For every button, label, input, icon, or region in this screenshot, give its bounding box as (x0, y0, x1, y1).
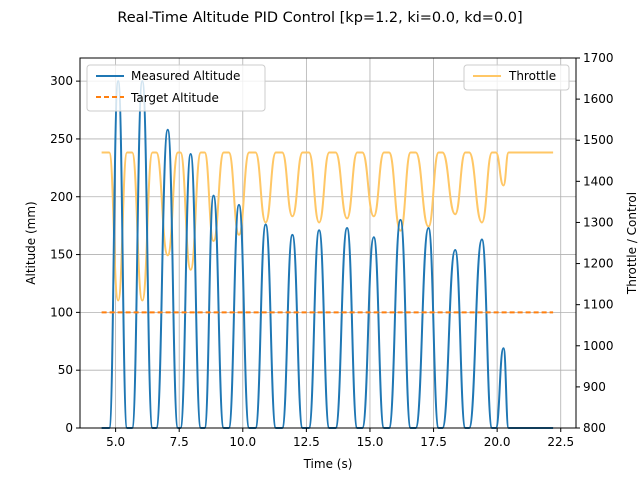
y-tick-label: 200 (50, 190, 73, 204)
series-throttle (101, 151, 554, 302)
y-tick-label: 250 (50, 132, 73, 146)
legend-left-box (86, 64, 266, 112)
y-tick-label: 0 (65, 421, 73, 435)
x-tick-label: 7.5 (170, 435, 189, 449)
y-axis-left: 0 50 100 150 200 250 300 (50, 74, 80, 435)
legend-target-label: Target Altitude (130, 91, 219, 105)
legend-measured-label: Measured Altitude (131, 69, 240, 83)
x-tick-label: 10.0 (229, 435, 256, 449)
y-axis-right-label: Throttle / Control (625, 192, 639, 295)
y-right-tick-label: 1500 (583, 133, 614, 147)
x-axis: 5.0 7.5 10.0 12.5 15.0 17.5 20.0 22.5 (106, 428, 574, 449)
y-axis-right: 800 900 1000 1100 1200 1300 1400 1500 1600 1700 (576, 51, 614, 435)
plot-frame (79, 57, 577, 429)
y-right-tick-label: 1700 (583, 51, 614, 65)
x-tick-label: 12.5 (293, 435, 320, 449)
y-right-tick-label: 1600 (583, 92, 614, 106)
y-tick-label: 150 (50, 248, 73, 262)
y-right-tick-label: 1400 (583, 174, 614, 188)
x-tick-label: 22.5 (547, 435, 574, 449)
y-tick-label: 100 (50, 305, 73, 319)
y-tick-label: 50 (58, 363, 73, 377)
y-right-tick-label: 1200 (583, 257, 614, 271)
x-tick-label: 20.0 (484, 435, 511, 449)
x-tick-label: 15.0 (357, 435, 384, 449)
x-tick-label: 5.0 (106, 435, 125, 449)
x-tick-label: 17.5 (420, 435, 447, 449)
y-right-tick-label: 1100 (583, 298, 614, 312)
legend-right-box (463, 64, 570, 91)
chart-title: Real-Time Altitude PID Control [kp=1.2, … (117, 10, 522, 26)
y-axis-label: Altitude (mm) (24, 201, 38, 284)
y-right-tick-label: 800 (583, 421, 606, 435)
legend-throttle-label: Throttle (508, 69, 556, 83)
legend-left: Measured Altitude Target Altitude (86, 64, 266, 112)
x-axis-label: Time (s) (303, 457, 353, 471)
y-right-tick-label: 1300 (583, 215, 614, 229)
y-right-tick-label: 900 (583, 380, 606, 394)
y-right-tick-label: 1000 (583, 339, 614, 353)
legend-right: Throttle (463, 64, 570, 91)
y-tick-label: 300 (50, 74, 73, 88)
